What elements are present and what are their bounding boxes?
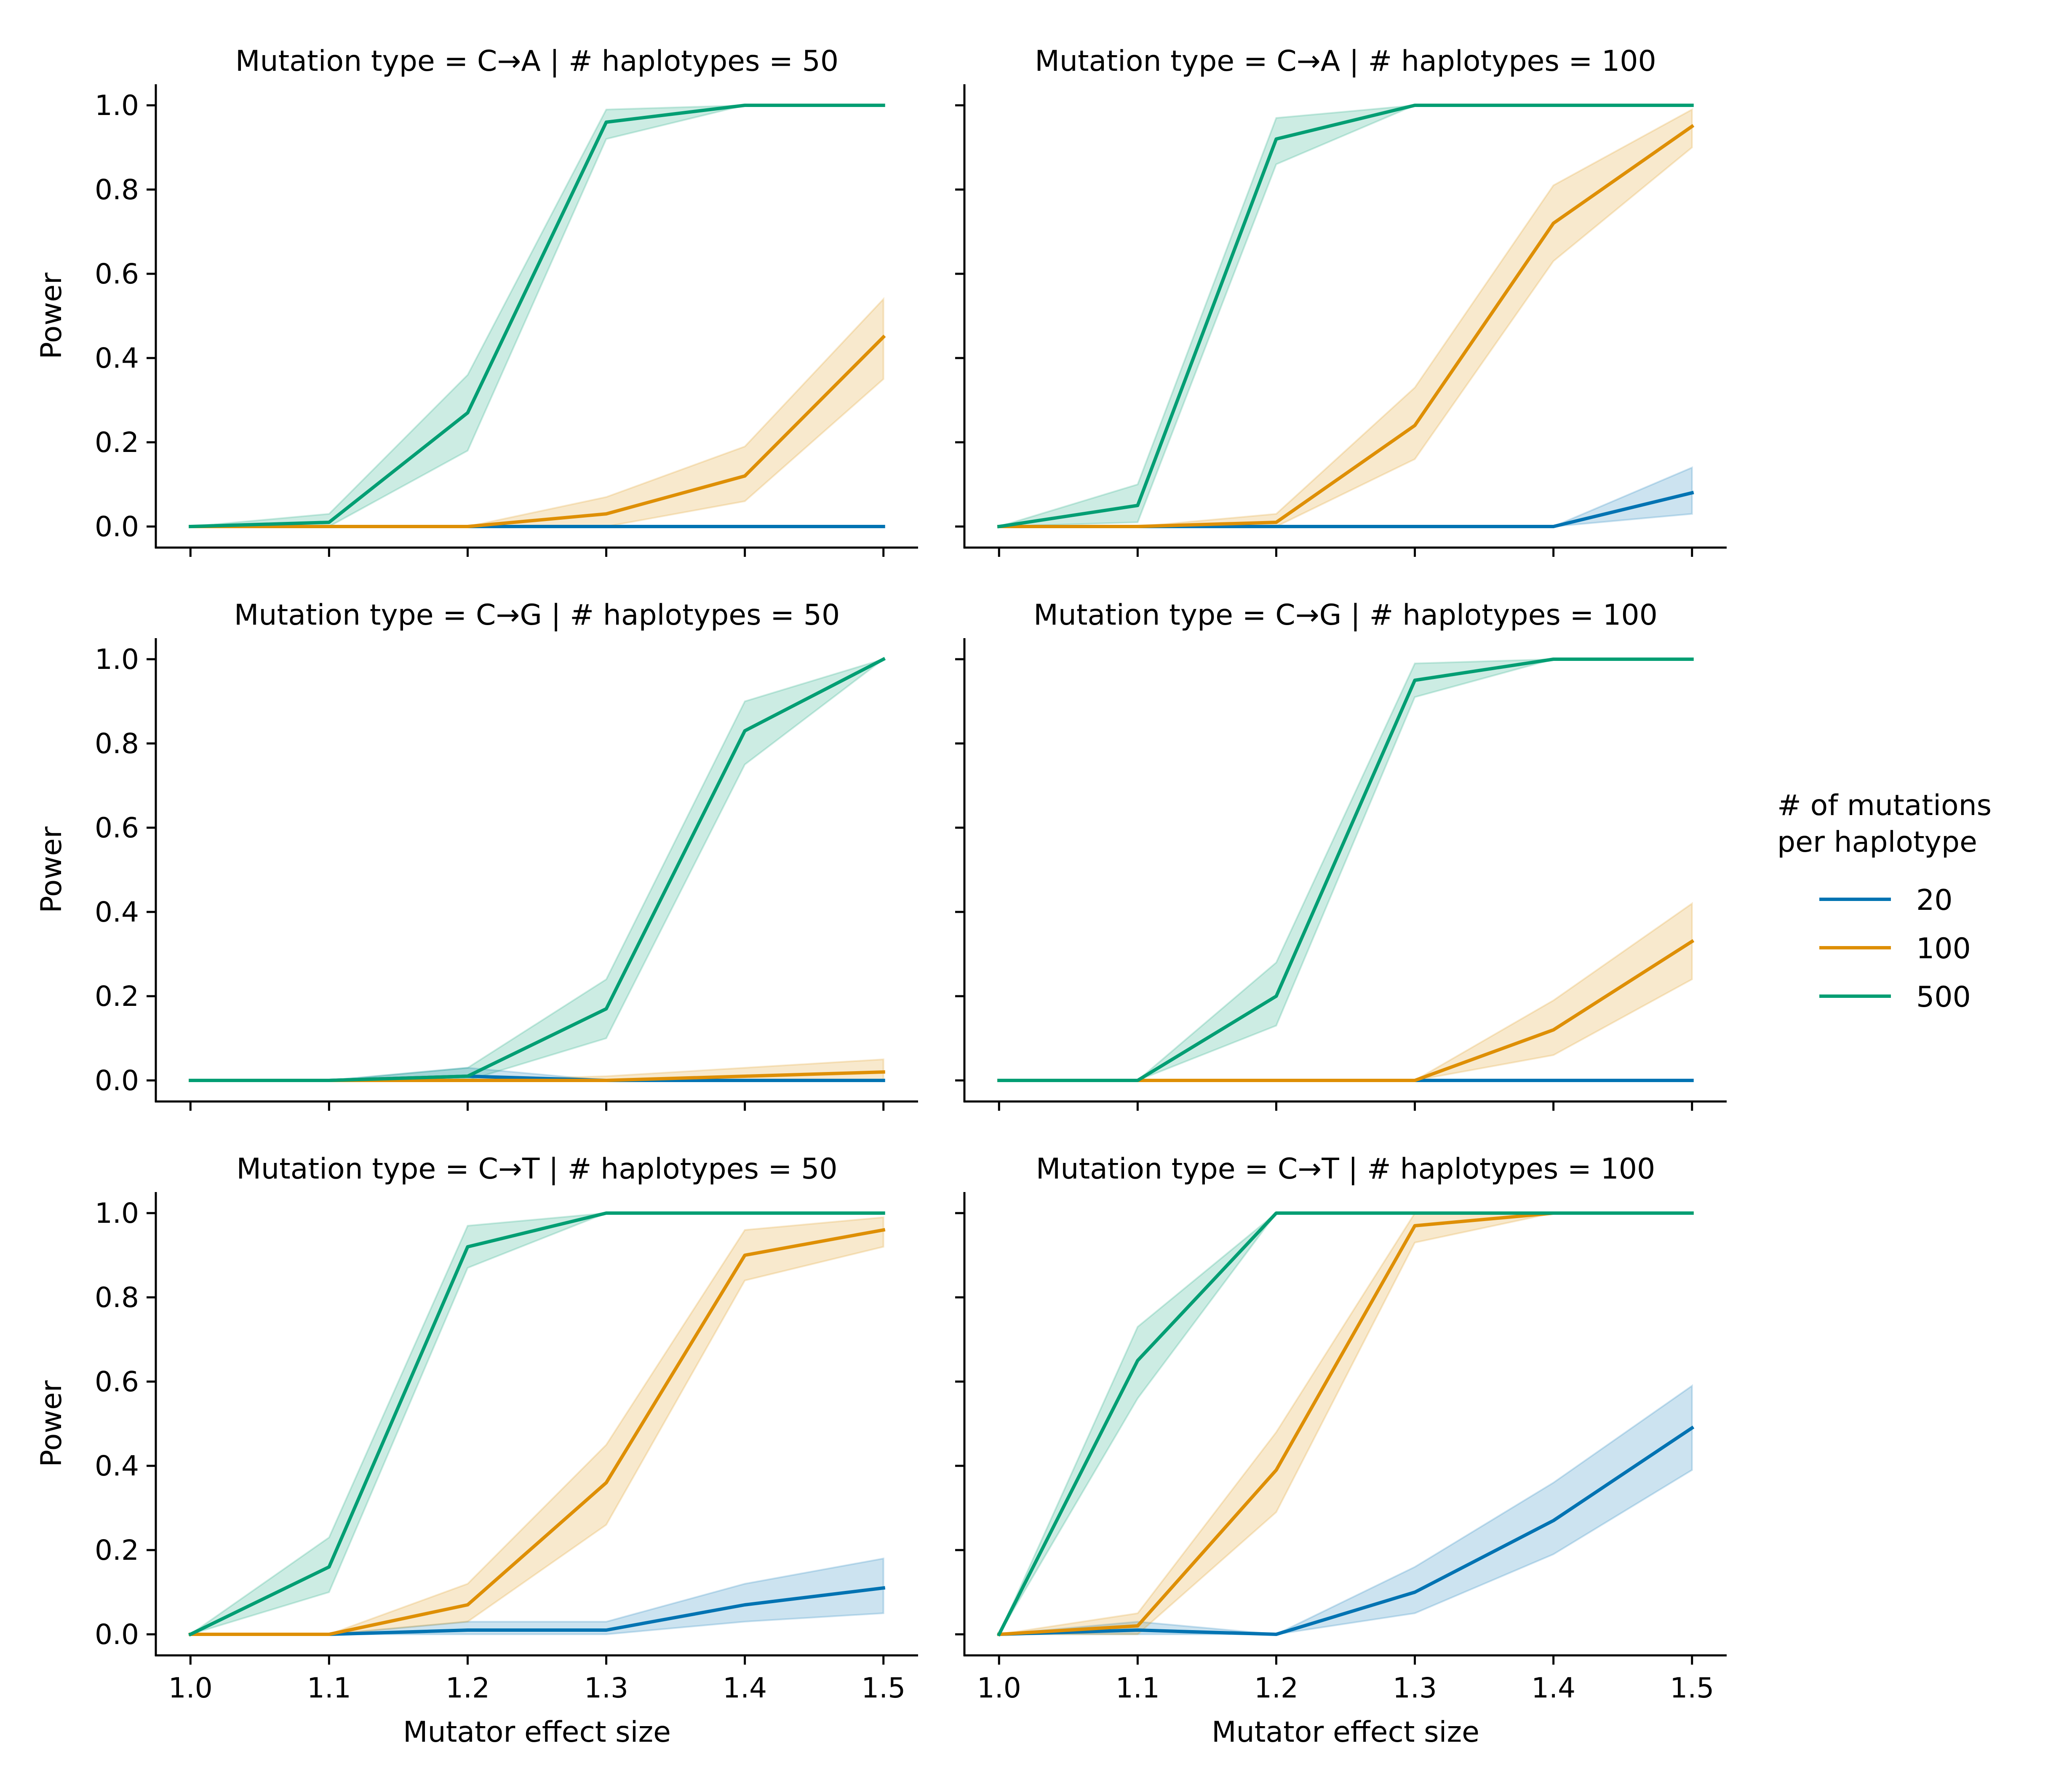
panel-grid: Mutation type = C→A | # haplotypes = 50 0…	[35, 45, 1727, 1749]
x-axis-label: Mutator effect size	[403, 1716, 671, 1749]
ci-band-500	[998, 1212, 1692, 1635]
y-tick-label: 0.0	[95, 1618, 139, 1651]
y-tick-label: 0.0	[95, 1064, 139, 1097]
series-line-100	[997, 124, 1695, 528]
x-tick-label: 1.0	[168, 1672, 213, 1704]
y-tick-label: 0.8	[95, 727, 139, 760]
x-tick-label: 1.2	[1254, 1672, 1298, 1704]
panel-title: Mutation type = C→T | # haplotypes = 50	[236, 1152, 837, 1186]
y-tick-label: 0.4	[95, 342, 139, 374]
x-tick-label: 1.2	[446, 1672, 490, 1704]
y-axis-label: Power	[35, 1380, 68, 1467]
ci-band-20	[190, 1557, 884, 1635]
series-line-500	[996, 1211, 1694, 1637]
y-axis-label: Power	[35, 826, 68, 913]
ci-band-500	[190, 1212, 884, 1635]
panel-title: Mutation type = C→A | # haplotypes = 50	[235, 45, 838, 78]
series-line-20	[997, 1425, 1695, 1636]
ci-band-100	[190, 1216, 884, 1635]
series-line-500	[997, 104, 1694, 529]
series-line-500	[189, 104, 885, 529]
series-line-100	[189, 334, 886, 528]
x-tick-label: 1.3	[584, 1672, 628, 1704]
legend-label-500: 500	[1916, 981, 1971, 1014]
panel-title: Mutation type = C→G | # haplotypes = 100	[1033, 599, 1658, 632]
x-tick-label: 1.5	[1670, 1672, 1714, 1704]
x-axis-label: Mutator effect size	[1212, 1716, 1479, 1749]
y-tick-label: 1.0	[95, 1197, 139, 1230]
y-tick-label: 0.4	[95, 896, 139, 928]
x-tick-label: 1.0	[977, 1672, 1021, 1704]
series-line-500	[188, 1211, 885, 1637]
y-tick-label: 1.0	[95, 89, 139, 122]
panel-2: Mutation type = C→A | # haplotypes = 100	[955, 45, 1727, 557]
panel-4: Mutation type = C→G | # haplotypes = 100	[955, 599, 1727, 1111]
legend-label-100: 100	[1916, 932, 1971, 965]
x-tick-label: 1.5	[861, 1672, 905, 1704]
legend-title: per haplotype	[1777, 826, 1977, 859]
y-tick-label: 0.8	[95, 1281, 139, 1314]
y-tick-label: 0.6	[95, 258, 139, 290]
ci-band-100	[999, 1212, 1692, 1635]
series-line-500	[997, 658, 1694, 1082]
y-tick-label: 0.0	[95, 511, 139, 543]
y-tick-label: 1.0	[95, 643, 139, 676]
legend-label-20: 20	[1916, 884, 1953, 917]
ci-band-500	[999, 658, 1692, 1081]
y-tick-label: 0.4	[95, 1450, 139, 1482]
x-tick-label: 1.4	[1531, 1672, 1575, 1704]
series-line-500	[189, 657, 886, 1082]
y-tick-label: 0.2	[95, 980, 139, 1013]
x-tick-label: 1.3	[1393, 1672, 1437, 1704]
panel-3: Mutation type = C→G | # haplotypes = 50 0…	[35, 599, 918, 1111]
ci-band-500	[999, 104, 1692, 527]
x-tick-label: 1.1	[307, 1672, 351, 1704]
x-tick-label: 1.4	[723, 1672, 767, 1704]
panel-6: Mutation type = C→T | # haplotypes = 100…	[955, 1152, 1727, 1749]
x-tick-label: 1.1	[1116, 1672, 1160, 1704]
y-tick-label: 0.2	[95, 426, 139, 459]
legend-title: # of mutations	[1777, 789, 1992, 822]
y-tick-label: 0.2	[95, 1534, 139, 1566]
y-tick-label: 0.8	[95, 174, 139, 206]
panel-title: Mutation type = C→G | # haplotypes = 50	[234, 599, 840, 632]
panel-1: Mutation type = C→A | # haplotypes = 50 0…	[35, 45, 918, 557]
legend: # of mutations per haplotype 20 100 500	[1777, 789, 1992, 1014]
panel-title: Mutation type = C→A | # haplotypes = 100	[1035, 45, 1656, 78]
y-tick-label: 0.6	[95, 1366, 139, 1398]
panel-5: Mutation type = C→T | # haplotypes = 50 0…	[35, 1152, 918, 1749]
y-axis-label: Power	[35, 273, 68, 359]
series-line-100	[189, 1228, 886, 1636]
ci-band-500	[190, 104, 884, 527]
panel-title: Mutation type = C→T | # haplotypes = 100	[1036, 1152, 1655, 1186]
y-tick-label: 0.6	[95, 812, 139, 844]
